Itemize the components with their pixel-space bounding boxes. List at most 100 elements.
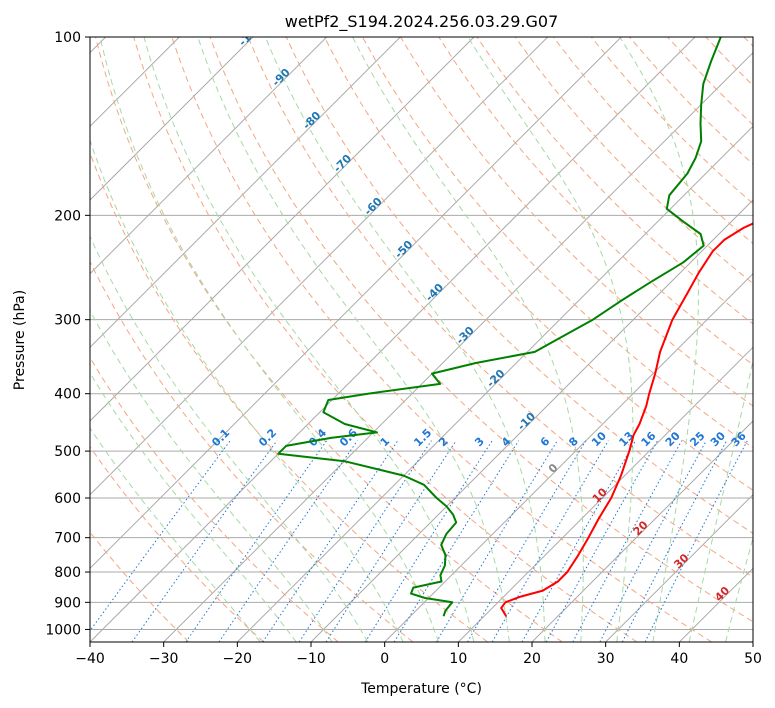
isotherm-line [752,641,753,642]
moist-adiabat [143,37,475,642]
mixing-ratio-line [599,440,707,642]
dry-adiabat [90,356,339,642]
moist-adiabat [725,536,753,642]
mixing-ratio-line [90,440,231,632]
x-tick-label: 30 [597,651,615,667]
isotherm-label: -20 [484,367,507,390]
mixing-ratio-label: 0.2 [256,426,279,449]
dry-adiabat [476,37,753,325]
y-axis-label: Pressure (hPa) [12,290,28,390]
mixing-ratio-label: 10 [589,429,609,449]
x-tick-label: 20 [523,651,541,667]
isotherm-line [90,37,696,642]
mixing-ratio-line [644,440,748,642]
isotherm-line [90,37,622,570]
isotherm-line [90,37,475,422]
plot-frame [89,36,754,643]
mixing-ratio-label: 30 [708,429,728,449]
y-tick-label: 200 [54,208,81,224]
mixing-ratio-line [621,440,728,642]
y-tick-label: 300 [54,313,81,329]
dry-adiabat [590,37,753,205]
y-tick-label: 500 [54,444,81,460]
mixing-ratio-label: 6 [538,434,553,449]
y-axis: 100 200 300 400 500 600 700 800 900 1000 [45,30,90,638]
isotherm-label: -50 [392,238,415,261]
isotherm-label: 20 [631,518,651,538]
mixing-ratio-line [572,440,683,642]
dry-adiabat [514,37,753,285]
mixing-ratio-line [298,440,432,642]
mixing-ratio-line [435,440,558,642]
mixing-ratio-line [491,440,609,642]
x-tick-label: 50 [744,651,762,667]
x-tick-label: 0 [380,651,389,667]
dry-adiabat [667,37,753,126]
mixing-ratio-line [262,440,399,642]
isotherm-label: -70 [331,152,354,175]
x-axis-label: Temperature (°C) [360,681,482,697]
moist-adiabat [619,37,699,642]
temperature-profile [500,222,753,617]
mixing-ratio-label: 3 [472,435,487,450]
dry-adiabat [705,37,753,87]
isotherm-line [531,420,753,642]
mixing-ratio-line [131,440,278,642]
y-tick-label: 1000 [45,622,81,638]
isotherm-line [163,51,753,642]
mixing-ratio-label: 20 [663,429,683,449]
mixing-ratio-label: 16 [639,429,659,449]
grid-lines [90,37,753,642]
y-tick-label: 900 [54,595,81,611]
y-tick-label: 400 [54,387,81,403]
isotherm-line [605,493,753,642]
dry-adiabat [90,445,264,642]
mixing-ratio-label: 2 [436,435,451,450]
mixing-ratio-line [218,440,358,642]
moist-adiabat [90,235,369,642]
mixing-ratio-line [467,440,587,642]
sounding-profiles [277,37,753,617]
isotherm-label: -40 [423,281,446,304]
dry-adiabat [209,37,753,623]
isotherm-label: 30 [671,551,691,571]
moist-adiabat [90,371,297,642]
moist-adiabat [197,37,510,642]
moist-adiabat [467,37,634,642]
mixing-ratio-line [364,440,493,642]
isotherm-label: -90 [270,66,293,89]
isotherm-label: -80 [300,109,323,132]
moist-adiabat [99,37,439,642]
moist-adiabat [688,357,753,642]
moist-adiabat [90,309,333,642]
x-tick-label: 10 [449,651,467,667]
dry-adiabat [171,37,712,642]
moist-adiabat [90,427,261,642]
mixing-ratio-label: 1.5 [411,426,434,449]
dry-adiabat [438,37,753,366]
x-tick-label: −20 [223,651,253,667]
chart-title: wetPf2_S194.2024.256.03.29.G07 [285,12,559,32]
isotherm-line [90,37,401,349]
dry-adiabat [743,37,753,47]
mixing-ratio-label: 8 [566,435,581,450]
isotherm-label: -10 [515,410,538,433]
x-axis: −40 −30 −20 −10 0 10 20 30 40 50 [75,642,762,667]
dry-adiabat [90,151,488,642]
isotherm-line [90,37,328,275]
dry-adiabat [247,37,753,578]
y-tick-label: 700 [54,531,81,547]
isotherm-line [457,346,753,642]
x-tick-label: −30 [149,651,179,667]
isotherm-label: 10 [590,485,610,505]
dry-adiabat [285,37,753,535]
dry-adiabat [323,37,753,491]
mixing-ratio-line [393,440,520,642]
mixing-ratio-line [521,440,637,642]
y-tick-label: 600 [54,491,81,507]
mixing-ratio-line [545,440,659,642]
mixing-ratio-label: 1 [378,435,393,450]
moist-adiabat [264,37,546,642]
isotherm-line [310,199,753,642]
